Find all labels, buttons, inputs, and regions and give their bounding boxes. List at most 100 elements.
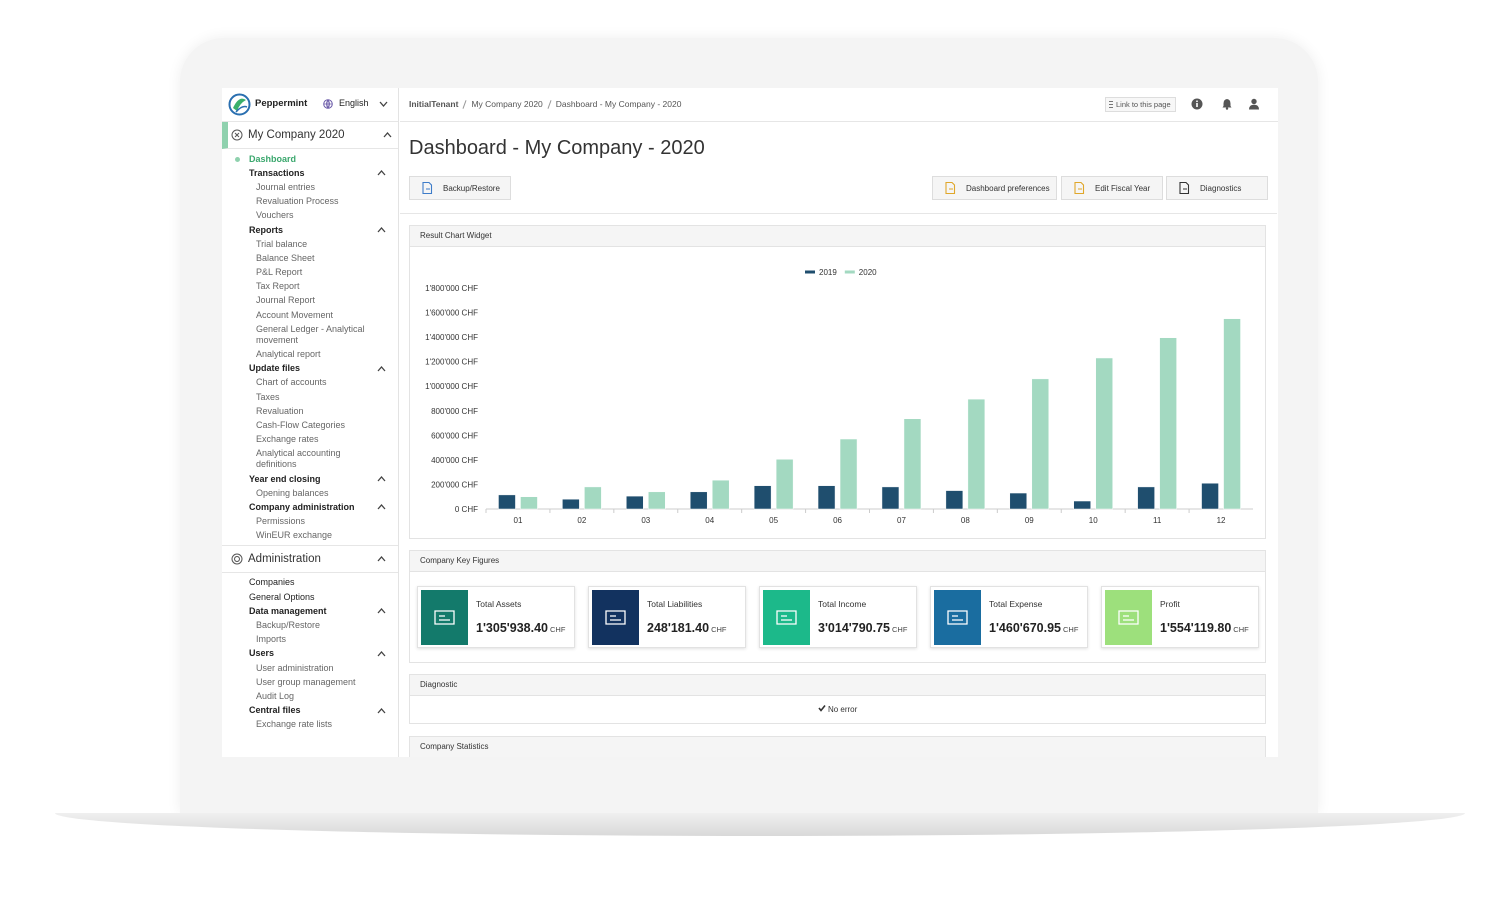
- menu-item[interactable]: Revaluation: [256, 405, 304, 416]
- x-tick-label: 02: [577, 516, 586, 525]
- menu-item[interactable]: Backup/Restore: [256, 620, 321, 631]
- x-tick-label: 04: [705, 516, 714, 525]
- breadcrumb-item[interactable]: InitialTenant: [409, 99, 459, 109]
- kpi-glyph: [1118, 610, 1139, 625]
- section-title: Administration: [248, 552, 321, 565]
- language-chevron[interactable]: [379, 100, 388, 108]
- collapse-chevron[interactable]: [377, 503, 386, 511]
- collapse-chevron[interactable]: [383, 131, 392, 139]
- menu-item[interactable]: Imports: [256, 634, 287, 645]
- sidebar-nav: My Company 2020 Dashboard Transactions Jour…: [222, 122, 398, 734]
- menu-item[interactable]: Journal Report: [256, 295, 316, 306]
- section-list: Companies General Options Data management B…: [222, 573, 398, 734]
- bar: [817, 485, 836, 510]
- menu-group[interactable]: Transactions: [222, 166, 398, 180]
- collapse-chevron[interactable]: [377, 226, 386, 234]
- collapse-chevron[interactable]: [377, 555, 386, 563]
- menu-item[interactable]: User group management: [256, 676, 356, 687]
- user-icon[interactable]: [1248, 98, 1260, 110]
- toolbar-button[interactable]: Backup/Restore: [409, 176, 511, 200]
- section-header[interactable]: My Company 2020: [222, 122, 398, 149]
- app-screen: Peppermint English My Company 2020 Dashbo…: [222, 88, 1278, 757]
- laptop-base: [55, 813, 1465, 836]
- menu-group[interactable]: Reports: [222, 223, 398, 237]
- collapse-chevron[interactable]: [377, 707, 386, 715]
- collapse-chevron[interactable]: [377, 607, 386, 615]
- legend-label: 2020: [859, 268, 877, 277]
- breadcrumb-item[interactable]: My Company 2020: [471, 99, 543, 109]
- legend-swatch: [844, 270, 855, 274]
- menu-item[interactable]: Cash-Flow Categories: [256, 419, 346, 430]
- x-tick-label: 01: [514, 516, 523, 525]
- menu-item[interactable]: Analytical accounting definitions: [256, 448, 341, 470]
- bell-icon[interactable]: [1221, 98, 1233, 110]
- menu-link[interactable]: General Options: [249, 591, 315, 602]
- menu-item[interactable]: Chart of accounts: [256, 377, 327, 388]
- menu-item[interactable]: Trial balance: [256, 238, 308, 249]
- menu-link[interactable]: Companies: [249, 577, 295, 588]
- collapse-chevron[interactable]: [377, 475, 386, 483]
- collapse-chevron[interactable]: [377, 169, 386, 177]
- menu-item[interactable]: P&L Report: [256, 267, 303, 278]
- menu-group[interactable]: Central files: [222, 704, 398, 718]
- toolbar-button[interactable]: Edit Fiscal Year: [1061, 176, 1163, 200]
- kpi-icon: [1105, 590, 1152, 645]
- menu-item[interactable]: User administration: [256, 662, 334, 673]
- button-label: Edit Fiscal Year: [1095, 184, 1151, 193]
- menu-item[interactable]: Permissions: [256, 516, 306, 527]
- menu-group[interactable]: Company administration: [222, 500, 398, 514]
- section-header[interactable]: Administration: [222, 544, 398, 573]
- chevron-shape: [377, 555, 386, 562]
- bar: [584, 486, 602, 510]
- menu-item[interactable]: Revaluation Process: [256, 196, 339, 207]
- brand: Peppermint: [255, 98, 308, 109]
- menu-group[interactable]: Year end closing: [222, 472, 398, 486]
- menu-item[interactable]: Tax Report: [256, 281, 300, 292]
- chevron-shape: [377, 608, 386, 614]
- y-tick-label: 1'400'000 CHF: [425, 333, 478, 342]
- menu-item[interactable]: Vouchers: [256, 210, 294, 221]
- kpi-label: Total Income: [818, 599, 867, 609]
- bar: [967, 398, 986, 510]
- breadcrumb-item[interactable]: Dashboard - My Company - 2020: [555, 99, 682, 109]
- legend-swatch: [805, 270, 815, 274]
- menu-item[interactable]: WinEUR exchange: [256, 530, 333, 541]
- menu-link[interactable]: Dashboard: [222, 152, 398, 166]
- kpi-value: 1'305'938.40: [476, 621, 548, 635]
- icon-shape: [1074, 181, 1085, 195]
- menu-item[interactable]: Balance Sheet: [256, 252, 315, 263]
- info-icon[interactable]: [1191, 98, 1203, 110]
- kpi-glyph: [434, 610, 455, 625]
- link-button[interactable]: Link to this page: [1105, 97, 1176, 112]
- page-title: Dashboard - My Company - 2020: [409, 137, 705, 159]
- bar: [711, 479, 730, 510]
- menu-item[interactable]: Exchange rates: [256, 434, 319, 445]
- kpi-value: 1'554'119.80: [1160, 621, 1232, 635]
- collapse-chevron[interactable]: [377, 650, 386, 658]
- bar: [689, 491, 708, 510]
- kpi-glyph: [605, 610, 626, 625]
- bar: [520, 496, 538, 510]
- sidebar-header: Peppermint English: [222, 88, 398, 122]
- kpi-card: Total Assets 1'305'938.40 CHF: [417, 586, 575, 648]
- collapse-chevron[interactable]: [377, 365, 386, 373]
- menu-item[interactable]: Analytical report: [256, 349, 321, 360]
- menu-item[interactable]: Taxes: [256, 391, 280, 402]
- x-tick-label: 03: [641, 516, 650, 525]
- menu-group[interactable]: Update files: [222, 362, 398, 376]
- toolbar-separator: [400, 213, 1277, 214]
- kpi-card: Profit 1'554'119.80 CHF: [1101, 586, 1259, 648]
- menu-item[interactable]: Opening balances: [256, 487, 329, 498]
- language[interactable]: English: [339, 98, 369, 108]
- icon-shape: [422, 181, 433, 195]
- menu-group[interactable]: Data management: [222, 604, 398, 618]
- menu-item[interactable]: General Ledger - Analytical movement: [256, 323, 365, 345]
- menu-item[interactable]: Account Movement: [256, 309, 334, 320]
- menu-item[interactable]: Journal entries: [256, 181, 316, 192]
- toolbar-button[interactable]: Dashboard preferences: [932, 176, 1057, 200]
- menu-group[interactable]: Users: [222, 647, 398, 661]
- menu-item[interactable]: Exchange rate lists: [256, 719, 333, 730]
- toolbar-button[interactable]: Diagnostics: [1166, 176, 1268, 200]
- key-figures-panel: Company Key Figures Total Assets 1'305'93…: [409, 550, 1266, 663]
- menu-item[interactable]: Audit Log: [256, 690, 295, 701]
